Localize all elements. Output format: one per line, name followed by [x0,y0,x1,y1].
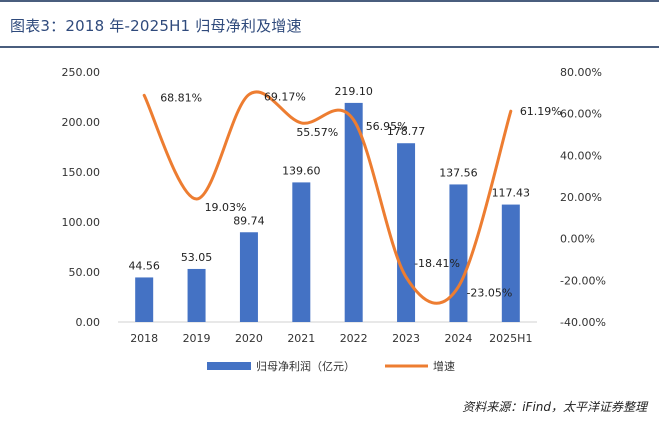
bar [397,143,416,322]
y-left-tick-label: 150.00 [62,166,101,179]
bar [239,232,258,322]
y-right-tick-label: -20.00% [560,274,606,287]
x-tick-label: 2019 [183,332,211,345]
bar [187,268,206,322]
x-tick-label: 2024 [444,332,472,345]
bar [135,277,154,322]
y-left-tick-label: 0.00 [76,316,101,329]
bar [449,184,468,322]
y-right-tick-label: 80.00% [560,66,602,79]
bar [344,102,363,323]
x-tick-label: 2020 [235,332,263,345]
line-value-label: 56.95% [366,120,408,133]
y-left-tick-label: 100.00 [62,216,101,229]
y-left-tick-label: 200.00 [62,116,101,129]
line-value-label: 19.03% [205,201,247,214]
bar-value-label: 219.10 [334,85,373,98]
y-right-tick-label: -40.00% [560,316,606,329]
legend-label-bar: 归母净利润（亿元） [256,359,355,373]
chart-title: 图表3：2018 年-2025H1 归母净利及增速 [10,17,302,35]
x-tick-label: 2018 [130,332,158,345]
legend-label-line: 增速 [433,359,455,373]
y-right-tick-label: 40.00% [560,149,602,162]
y-left-tick-label: 50.00 [69,266,101,279]
source-note: 资料来源：iFind，太平洋证券整理 [462,400,647,414]
y-right-tick-label: 60.00% [560,108,602,121]
bar-value-label: 137.56 [439,166,478,179]
bar-value-label: 178.77 [387,125,426,138]
bar-value-label: 117.43 [492,187,531,200]
growth-line [142,90,513,305]
x-tick-label: 2023 [392,332,420,345]
y-right-tick-label: 0.00% [560,233,595,246]
bar-value-label: 139.60 [282,164,321,177]
line-value-label: 61.19% [520,105,562,118]
line-value-label: 68.81% [160,91,202,104]
line-value-label: -23.05% [466,287,512,300]
legend-swatch-bar [207,362,251,370]
y-left-tick-label: 250.00 [62,66,101,79]
bar [501,204,520,322]
bar [292,182,311,322]
line-value-label: 55.57% [296,126,338,139]
line-value-label: -18.41% [414,257,460,270]
y-right-tick-label: 20.00% [560,191,602,204]
x-tick-label: 2021 [287,332,315,345]
bar-value-label: 44.56 [128,259,160,272]
title-bar: 图表3：2018 年-2025H1 归母净利及增速 [0,0,659,48]
line-value-label: 69.17% [264,91,306,104]
x-tick-label: 2022 [340,332,368,345]
bar-value-label: 89.74 [233,214,265,227]
bar-value-label: 53.05 [181,251,213,264]
x-tick-label: 2025H1 [489,332,532,345]
